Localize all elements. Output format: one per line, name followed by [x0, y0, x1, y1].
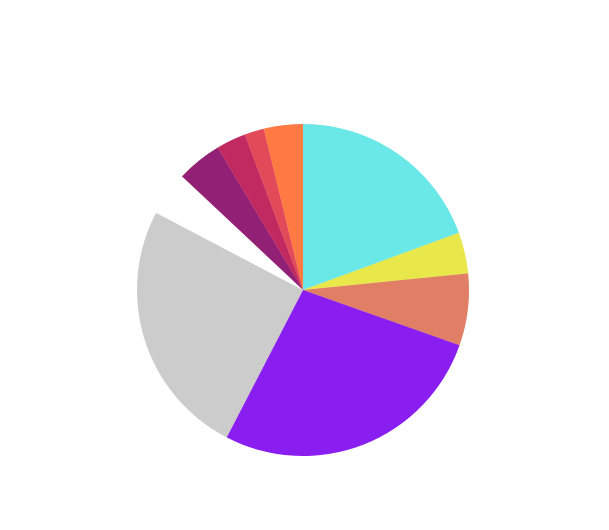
pie-slice [244, 128, 303, 290]
pie-slice [181, 147, 303, 290]
pie-slice [263, 124, 303, 290]
pie-slice [303, 273, 469, 346]
pie-slice [217, 134, 303, 290]
pie-slice [303, 124, 459, 290]
pie-slice [303, 232, 469, 290]
pie-slice [226, 290, 460, 456]
pie-slice [137, 212, 303, 438]
pie-slice [156, 176, 303, 290]
